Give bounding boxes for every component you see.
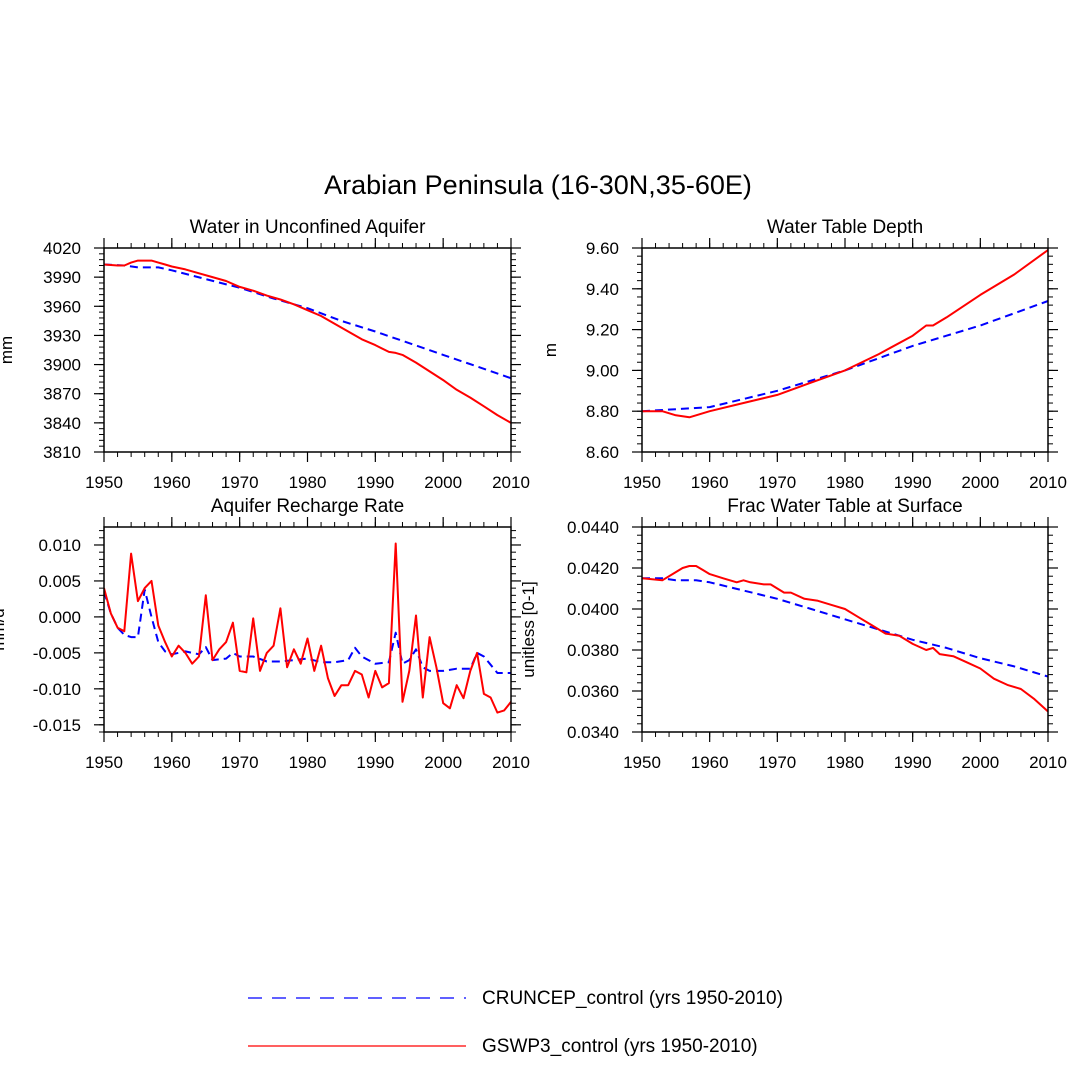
y-axis-label: m (541, 343, 560, 357)
x-tick-label: 1990 (356, 753, 394, 772)
x-tick-label: 1980 (826, 753, 864, 772)
x-tick-label: 2010 (492, 753, 530, 772)
y-axis-label: mm (0, 336, 16, 364)
legend: CRUNCEP_control (yrs 1950-2010) GSWP3_co… (248, 988, 783, 1057)
x-tick-label: 1980 (826, 473, 864, 492)
panels: Water in Unconfined Aquifer mm 1950 1960 197… (0, 217, 1067, 772)
y-tick-label: 0.005 (38, 572, 81, 591)
y-tick-label: 0.0380 (567, 641, 619, 660)
x-tick-label: 2010 (492, 473, 530, 492)
x-tick-label: 1960 (691, 473, 729, 492)
y-tick-label: 3990 (43, 268, 81, 287)
y-tick-label: 0.0420 (567, 559, 619, 578)
plot-frame (641, 526, 1049, 733)
chart-panel-4: Frac Water Table at Surface unitless [0-1… (519, 496, 1067, 772)
figure-title: Arabian Peninsula (16-30N,35-60E) (324, 170, 752, 200)
y-tick-label: 8.80 (586, 402, 619, 421)
y-tick-label: 0.010 (38, 536, 81, 555)
y-tick-label: 3870 (43, 385, 81, 404)
x-tick-label: 1980 (289, 753, 327, 772)
x-tick-label: 1950 (623, 473, 661, 492)
legend-label-cruncep: CRUNCEP_control (yrs 1950-2010) (482, 988, 783, 1009)
y-tick-label: 3900 (43, 356, 81, 375)
y-tick-label: 0.0400 (567, 600, 619, 619)
series-line-cruncep (642, 577, 1048, 678)
legend-label-gswp3: GSWP3_control (yrs 1950-2010) (482, 1036, 758, 1057)
y-axis-label: unitless [0-1] (519, 581, 538, 677)
plot-frame (103, 247, 512, 453)
plot-frame (641, 247, 1049, 453)
y-tick-label: 0.0440 (567, 518, 619, 537)
x-tick-label: 1990 (894, 473, 932, 492)
y-tick-label: 3960 (43, 297, 81, 316)
chart-panel-2: Water Table Depth m 1950 1960 1970 1980 1990 20… (541, 217, 1067, 492)
x-tick-label: 1970 (221, 473, 259, 492)
x-tick-label: 2000 (961, 753, 999, 772)
x-tick-label: 1980 (289, 473, 327, 492)
series-line-gswp3 (104, 259, 511, 424)
y-tick-label: 3810 (43, 443, 81, 462)
y-tick-label: 9.40 (586, 280, 619, 299)
x-tick-label: 2010 (1029, 753, 1067, 772)
series-line-gswp3 (104, 542, 511, 714)
y-tick-label: 3930 (43, 326, 81, 345)
y-tick-label: -0.005 (33, 644, 81, 663)
x-tick-label: 1950 (623, 753, 661, 772)
y-tick-label: 9.60 (586, 239, 619, 258)
x-tick-label: 1970 (758, 753, 796, 772)
series-line-cruncep (104, 263, 511, 380)
x-tick-label: 2000 (424, 753, 462, 772)
chart-panel-1: Water in Unconfined Aquifer mm 1950 1960 197… (0, 217, 530, 492)
y-tick-label: -0.010 (33, 680, 81, 699)
series-line-cruncep (642, 300, 1048, 413)
y-tick-label: 0.0360 (567, 682, 619, 701)
panel-title: Water in Unconfined Aquifer (190, 217, 427, 238)
series-line-gswp3 (642, 565, 1048, 713)
x-tick-label: 2000 (424, 473, 462, 492)
x-tick-label: 1990 (894, 753, 932, 772)
y-tick-label: 8.60 (586, 443, 619, 462)
x-tick-label: 1960 (691, 753, 729, 772)
series-line-gswp3 (642, 249, 1048, 419)
x-tick-label: 1950 (85, 753, 123, 772)
panel-title: Aquifer Recharge Rate (211, 496, 404, 517)
y-tick-label: 3840 (43, 414, 81, 433)
panel-title: Frac Water Table at Surface (727, 496, 963, 517)
y-tick-label: 0.0340 (567, 723, 619, 742)
y-tick-label: 0.000 (38, 608, 81, 627)
series-line-cruncep (104, 588, 511, 674)
x-tick-label: 1960 (153, 473, 191, 492)
plot-frame (103, 526, 512, 733)
x-tick-label: 1960 (153, 753, 191, 772)
chart-panel-3: Aquifer Recharge Rate mm/d 1950 1960 1970 198… (0, 496, 530, 772)
x-tick-label: 1970 (221, 753, 259, 772)
y-tick-label: -0.015 (33, 716, 81, 735)
y-tick-label: 9.20 (586, 321, 619, 340)
y-tick-label: 4020 (43, 239, 81, 258)
x-tick-label: 1990 (356, 473, 394, 492)
x-tick-label: 1950 (85, 473, 123, 492)
y-axis-label: mm/d (0, 608, 8, 651)
y-tick-label: 9.00 (586, 361, 619, 380)
x-tick-label: 1970 (758, 473, 796, 492)
x-tick-label: 2010 (1029, 473, 1067, 492)
x-tick-label: 2000 (961, 473, 999, 492)
panel-title: Water Table Depth (767, 217, 923, 238)
